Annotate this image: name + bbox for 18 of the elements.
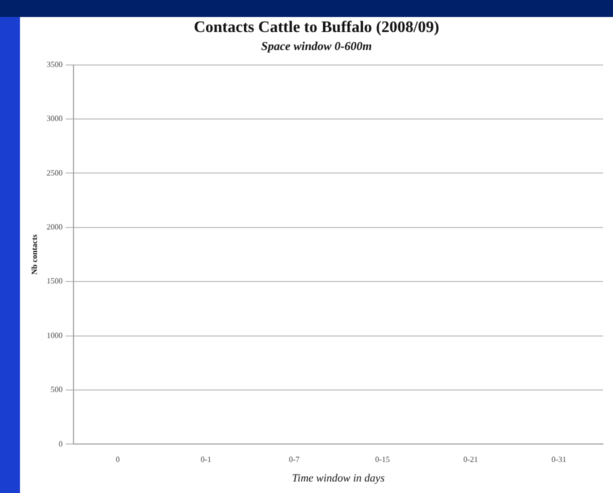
- chart-title: Contacts Cattle to Buffalo (2008/09): [192, 19, 440, 37]
- y-tick-label: 500: [50, 385, 63, 394]
- y-tick-label: 2000: [46, 222, 63, 232]
- y-tick-label: 3000: [46, 114, 63, 124]
- x-axis-title: Time window in days: [292, 472, 385, 484]
- x-tick-label: 0-31: [552, 455, 566, 464]
- x-tick-label: 0: [116, 455, 120, 464]
- chart-subtitle: Space window 0-600m: [260, 39, 373, 54]
- y-tick-label: 0: [58, 439, 63, 448]
- x-tick-label: 0-7: [288, 455, 300, 464]
- x-tick-label: 0-15: [375, 455, 390, 464]
- y-tick-label: 3500: [46, 60, 63, 69]
- y-tick-label: 2500: [46, 168, 63, 178]
- y-tick-label: 1500: [46, 276, 63, 286]
- y-tick-label: 1000: [46, 330, 63, 340]
- x-tick-label: 0-21: [463, 455, 478, 464]
- x-tick-label: 0-1: [200, 455, 212, 464]
- y-axis-title: Nb contacts: [30, 234, 39, 275]
